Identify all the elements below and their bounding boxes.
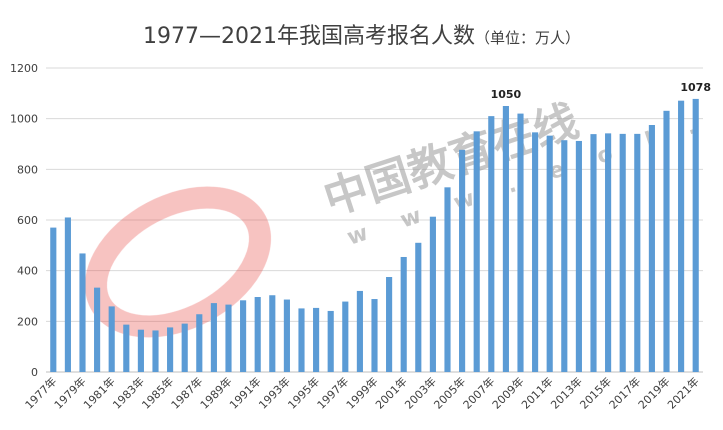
bar-2007年 bbox=[488, 116, 495, 372]
x-tick-label: 2013年 bbox=[548, 374, 585, 411]
bar-2006年 bbox=[473, 131, 480, 372]
bar-1991年 bbox=[254, 297, 261, 372]
x-tick-label: 2003年 bbox=[402, 374, 439, 411]
bar-1988年 bbox=[210, 303, 217, 372]
x-tick-label: 2019年 bbox=[635, 374, 672, 411]
y-tick-label: 600 bbox=[17, 214, 38, 227]
bar-2010年 bbox=[532, 132, 539, 372]
y-axis-tick-labels: 0 200 400 600 800 1000 1200 bbox=[10, 62, 38, 379]
y-tick-label: 400 bbox=[17, 265, 38, 278]
x-tick-label: 2001年 bbox=[372, 374, 409, 411]
bar-1990年 bbox=[240, 300, 247, 372]
bar-1980年 bbox=[94, 287, 101, 372]
bar-1985年 bbox=[167, 327, 174, 372]
data-label-2021年: 1078 bbox=[680, 81, 711, 94]
x-tick-label: 2011年 bbox=[518, 374, 555, 411]
bar-2017年 bbox=[634, 133, 641, 372]
x-tick-label: 2005年 bbox=[431, 374, 468, 411]
bar-2004年 bbox=[444, 187, 451, 372]
x-axis-tick-labels: 1977年1979年1981年1983年1985年1987年1989年1991年… bbox=[22, 374, 702, 411]
bar-1987年 bbox=[196, 314, 203, 372]
x-tick-label: 1985年 bbox=[139, 374, 176, 411]
bar-1978年 bbox=[64, 217, 71, 372]
bar-2003年 bbox=[429, 216, 436, 372]
x-tick-label: 1977年 bbox=[22, 374, 59, 411]
x-tick-label: 1989年 bbox=[197, 374, 234, 411]
bar-1996年 bbox=[327, 310, 334, 372]
x-tick-label: 1995年 bbox=[285, 374, 322, 411]
chart-title: 1977—2021年我国高考报名人数（单位：万人） bbox=[0, 18, 723, 50]
x-tick-label: 1991年 bbox=[226, 374, 263, 411]
bar-2016年 bbox=[619, 133, 626, 372]
bar-1999年 bbox=[371, 299, 378, 372]
bars bbox=[50, 98, 699, 373]
bar-1984年 bbox=[152, 330, 159, 372]
y-tick-label: 200 bbox=[17, 315, 38, 328]
chart-title-unit: （单位：万人） bbox=[474, 29, 580, 47]
bar-2002年 bbox=[415, 242, 422, 372]
bar-1977年 bbox=[50, 227, 57, 372]
bar-1979年 bbox=[79, 253, 86, 372]
x-tick-label: 2021年 bbox=[664, 374, 701, 411]
y-tick-label: 1000 bbox=[10, 113, 38, 126]
bar-2012年 bbox=[561, 140, 568, 372]
x-tick-label: 2017年 bbox=[606, 374, 643, 411]
data-labels: 1050 1078 bbox=[491, 81, 711, 101]
bar-2021年 bbox=[692, 98, 699, 372]
bar-2013年 bbox=[575, 140, 582, 372]
bar-2020年 bbox=[678, 100, 685, 373]
x-tick-label: 1979年 bbox=[51, 374, 88, 411]
bar-1981年 bbox=[108, 306, 115, 372]
x-tick-label: 1983年 bbox=[110, 374, 147, 411]
eol-logo-swoosh bbox=[84, 186, 272, 338]
bar-1989年 bbox=[225, 304, 232, 372]
chart-title-main: 1977—2021年我国高考报名人数 bbox=[143, 24, 475, 49]
x-tick-label: 1993年 bbox=[256, 374, 293, 411]
bar-2008年 bbox=[502, 106, 509, 372]
bar-2018年 bbox=[648, 125, 655, 372]
bar-2005年 bbox=[459, 149, 466, 372]
y-tick-label: 800 bbox=[17, 163, 38, 176]
data-label-2008年: 1050 bbox=[491, 88, 522, 101]
bar-2001年 bbox=[400, 256, 407, 372]
bar-1998年 bbox=[356, 290, 363, 372]
bar-2015年 bbox=[605, 133, 612, 372]
bar-1986年 bbox=[181, 323, 188, 372]
bar-1993年 bbox=[283, 299, 290, 372]
bar-1982年 bbox=[123, 324, 130, 372]
x-tick-label: 2007年 bbox=[460, 374, 497, 411]
x-tick-label: 1997年 bbox=[314, 374, 351, 411]
bar-2019年 bbox=[663, 110, 670, 373]
bar-2009年 bbox=[517, 113, 524, 372]
bar-1997年 bbox=[342, 301, 349, 372]
bar-1983年 bbox=[137, 329, 144, 372]
x-tick-label: 1987年 bbox=[168, 374, 205, 411]
x-tick-label: 1981年 bbox=[80, 374, 117, 411]
x-tick-label: 2015年 bbox=[577, 374, 614, 411]
bar-2000年 bbox=[386, 277, 393, 372]
bar-2011年 bbox=[546, 135, 553, 372]
y-tick-label: 1200 bbox=[10, 62, 38, 75]
bar-1994年 bbox=[298, 308, 305, 372]
bar-1992年 bbox=[269, 295, 276, 372]
bar-1995年 bbox=[313, 307, 320, 372]
bar-2014年 bbox=[590, 134, 597, 372]
x-tick-label: 1999年 bbox=[343, 374, 380, 411]
y-tick-label: 0 bbox=[31, 366, 38, 379]
x-tick-label: 2009年 bbox=[489, 374, 526, 411]
